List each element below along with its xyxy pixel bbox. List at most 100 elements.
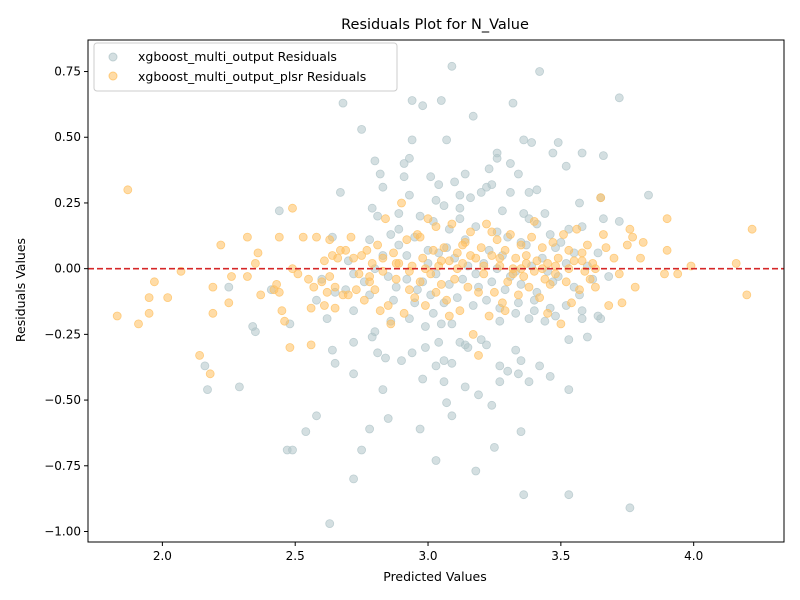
data-point	[333, 253, 343, 263]
data-point	[545, 230, 555, 239]
data-point	[561, 277, 571, 287]
legend-marker-xgboost	[108, 52, 118, 62]
data-point	[476, 187, 486, 197]
data-point	[468, 111, 478, 121]
data-point	[553, 138, 563, 147]
data-point	[564, 490, 574, 500]
data-point	[195, 350, 205, 360]
data-point	[604, 301, 614, 310]
data-point	[381, 214, 390, 224]
data-point	[673, 269, 683, 279]
data-point	[306, 340, 316, 350]
data-point	[330, 358, 340, 368]
data-point	[288, 203, 297, 213]
data-point	[203, 385, 212, 395]
data-point	[428, 308, 438, 318]
y-tick-label: −1.00	[44, 524, 81, 538]
data-point	[460, 382, 470, 392]
data-point	[444, 256, 454, 266]
data-point	[434, 180, 444, 190]
data-point	[519, 272, 529, 281]
data-point	[242, 272, 252, 281]
x-tick-label: 2.0	[153, 549, 172, 563]
data-point	[327, 345, 337, 355]
data-point	[532, 185, 542, 195]
legend-label-xgboost: xgboost_multi_output Residuals	[138, 49, 337, 64]
data-point	[256, 290, 266, 300]
data-point	[439, 377, 449, 387]
data-point	[455, 214, 465, 224]
data-point	[476, 335, 486, 345]
data-point	[386, 319, 396, 329]
series-1	[112, 185, 757, 379]
data-point	[378, 253, 388, 263]
data-point	[503, 277, 513, 287]
data-point	[367, 258, 377, 268]
data-point	[216, 240, 226, 250]
data-point	[540, 274, 550, 284]
data-point	[593, 248, 603, 258]
data-point	[375, 169, 385, 179]
data-point	[277, 306, 287, 316]
data-point	[622, 240, 632, 250]
data-point	[487, 277, 497, 287]
data-point	[463, 282, 473, 292]
data-point	[431, 361, 441, 371]
data-point	[575, 198, 584, 208]
data-point	[288, 445, 297, 455]
data-point	[402, 235, 412, 245]
data-point	[591, 282, 600, 292]
data-point	[144, 308, 154, 318]
data-point	[474, 287, 483, 297]
data-point	[527, 138, 536, 147]
data-point	[378, 182, 388, 192]
data-point	[330, 303, 340, 313]
data-point	[519, 490, 529, 500]
y-tick-label: −0.50	[44, 393, 81, 407]
data-point	[431, 195, 441, 205]
data-point	[415, 211, 425, 221]
data-point	[471, 222, 481, 232]
data-point	[548, 237, 558, 247]
data-point	[514, 169, 523, 179]
data-point	[389, 295, 398, 305]
data-point	[484, 164, 494, 174]
data-point	[463, 343, 473, 352]
data-point	[516, 427, 526, 437]
data-point	[564, 335, 574, 345]
data-point	[540, 316, 550, 326]
data-point	[466, 227, 475, 237]
data-point	[447, 411, 457, 421]
data-point	[436, 319, 446, 329]
data-point	[455, 203, 465, 213]
data-point	[551, 311, 560, 321]
data-point	[511, 308, 521, 318]
data-point	[312, 295, 321, 305]
data-point	[479, 269, 489, 279]
data-point	[383, 301, 393, 310]
data-point	[466, 193, 475, 203]
data-point	[391, 258, 401, 268]
data-point	[505, 159, 515, 168]
data-point	[492, 153, 502, 163]
data-point	[540, 209, 550, 218]
data-point	[420, 343, 430, 352]
data-point	[378, 385, 388, 395]
data-point	[341, 245, 351, 255]
data-point	[514, 290, 523, 300]
data-point	[487, 251, 497, 260]
data-point	[482, 295, 491, 305]
data-point	[577, 148, 587, 158]
data-point	[439, 356, 449, 366]
data-point	[535, 67, 544, 76]
data-point	[436, 96, 446, 105]
data-point	[487, 180, 497, 190]
y-tick-label: −0.25	[44, 327, 81, 341]
data-point	[599, 151, 608, 161]
data-point	[428, 245, 438, 255]
data-point	[391, 282, 401, 292]
data-point	[482, 219, 491, 229]
data-point	[322, 287, 332, 297]
y-tick-label: 0.25	[54, 196, 81, 210]
